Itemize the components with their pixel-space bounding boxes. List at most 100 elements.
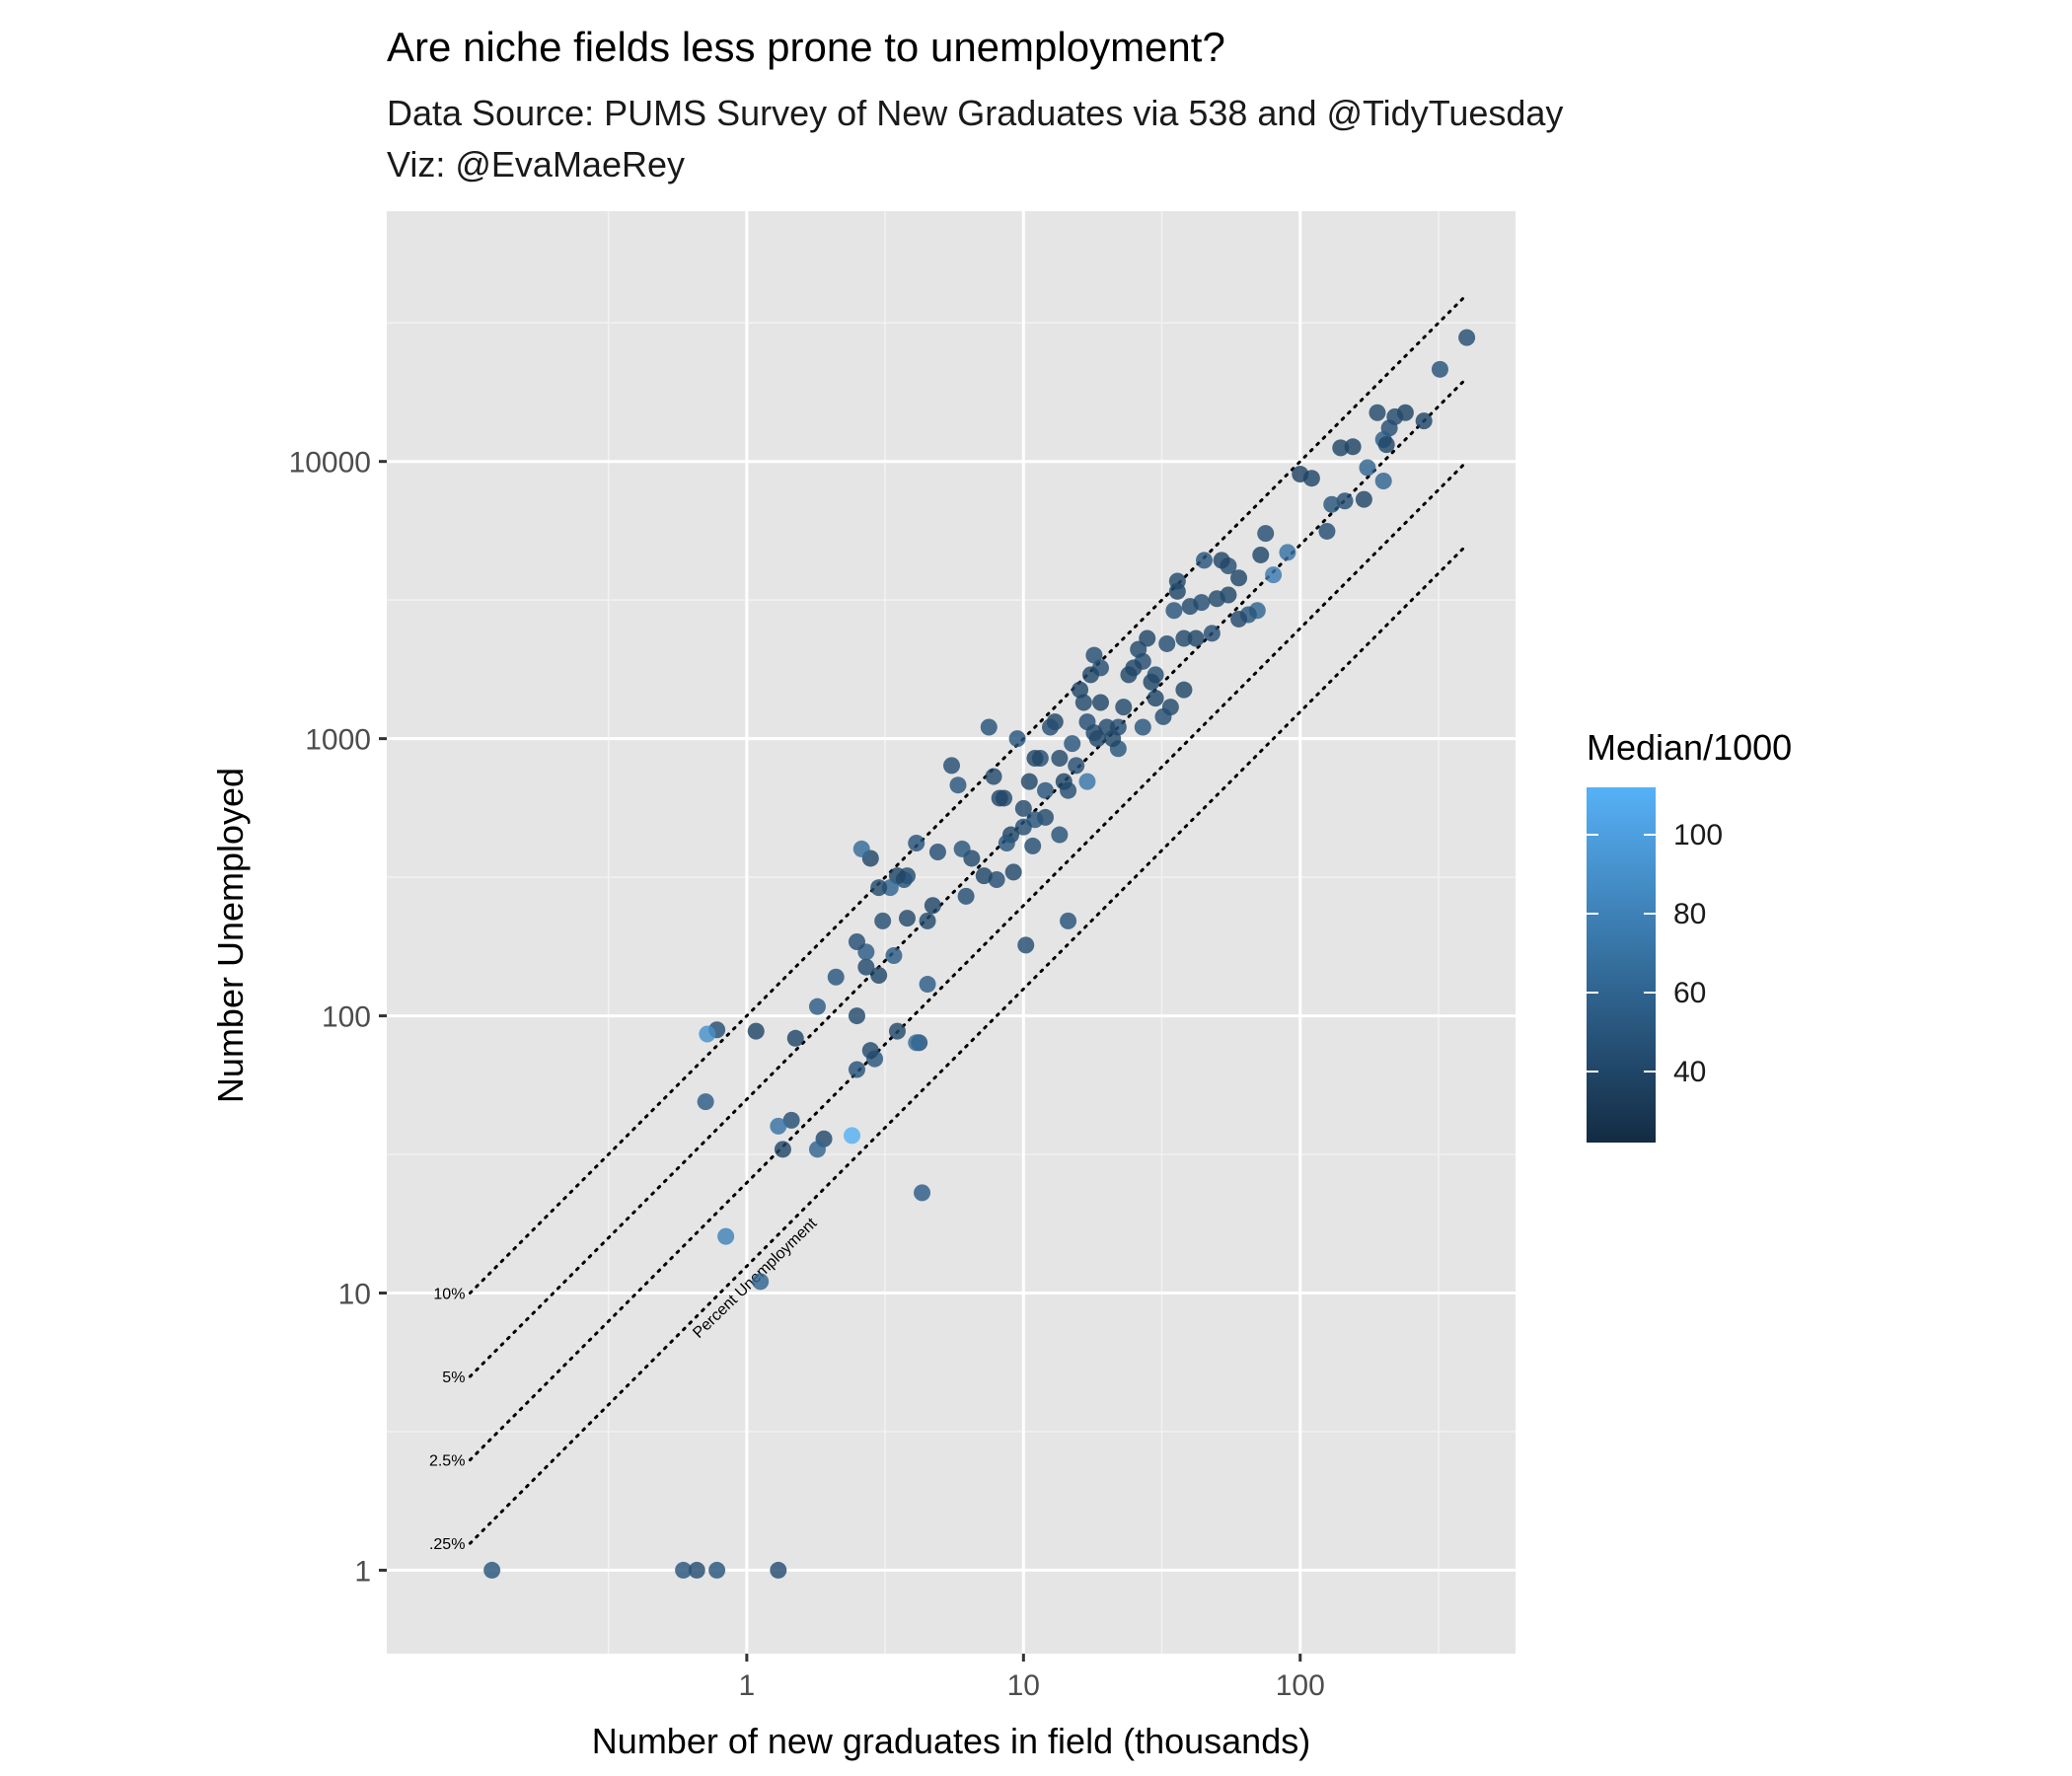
data-point <box>1230 610 1248 628</box>
data-point <box>1115 699 1133 716</box>
data-points <box>483 329 1476 1579</box>
data-point <box>770 1561 787 1579</box>
data-point <box>688 1561 705 1579</box>
data-point <box>1055 773 1073 790</box>
data-point <box>1344 438 1362 456</box>
x-tick-label: 100 <box>1276 1669 1325 1702</box>
data-point <box>1415 412 1433 430</box>
data-point <box>1064 735 1081 753</box>
data-point <box>1051 826 1069 844</box>
data-point <box>786 1029 804 1047</box>
data-point <box>1074 694 1092 711</box>
data-point <box>708 1561 726 1579</box>
data-point <box>888 1022 906 1040</box>
data-point <box>870 967 888 985</box>
data-point <box>848 933 865 951</box>
y-tick-label: 10000 <box>289 447 371 480</box>
data-point <box>980 718 998 736</box>
data-point <box>957 887 975 905</box>
axes: 1 10 100 1 10 100 1000 10000 <box>289 447 1325 1702</box>
data-point <box>782 1111 800 1129</box>
data-point <box>988 871 1005 889</box>
data-point <box>885 946 903 964</box>
data-point <box>908 834 925 851</box>
data-point <box>1332 439 1350 457</box>
data-point <box>1196 552 1214 569</box>
data-point <box>1187 629 1205 647</box>
data-point <box>752 1273 770 1291</box>
data-point <box>827 968 845 986</box>
data-point <box>1037 781 1055 799</box>
legend-tick-label: 80 <box>1673 898 1706 930</box>
data-point <box>943 757 961 775</box>
data-point <box>1026 749 1044 767</box>
data-point <box>949 777 967 794</box>
plot-panel <box>387 211 1516 1654</box>
data-point <box>1359 459 1376 477</box>
data-point <box>1154 707 1172 725</box>
y-tick-label: 10 <box>338 1279 371 1311</box>
data-point <box>1158 634 1176 652</box>
data-point <box>874 912 892 929</box>
data-point <box>1318 522 1336 540</box>
chart-title: Are niche fields less prone to unemploym… <box>387 24 1225 70</box>
data-point <box>857 958 875 976</box>
data-point <box>1134 718 1151 736</box>
data-point <box>1257 525 1275 543</box>
data-point <box>844 1127 861 1145</box>
data-point <box>1292 466 1309 483</box>
data-point <box>808 998 826 1015</box>
data-point <box>1377 436 1395 454</box>
data-point <box>717 1227 735 1245</box>
data-point <box>1213 552 1230 569</box>
data-point <box>953 840 971 857</box>
data-point <box>919 912 936 929</box>
data-point <box>1085 646 1103 664</box>
data-point <box>1081 666 1099 684</box>
data-point <box>1014 818 1032 836</box>
data-point <box>1252 546 1270 563</box>
reference-line-label: 2.5% <box>429 1453 465 1470</box>
data-point <box>852 840 870 857</box>
panel-background <box>387 211 1516 1654</box>
data-point <box>1130 640 1147 658</box>
data-point <box>1355 490 1372 508</box>
data-point <box>924 897 941 915</box>
data-point <box>975 867 993 885</box>
data-point <box>1017 936 1035 954</box>
data-point <box>1120 666 1138 684</box>
color-legend: Median/1000 40 60 80 100 <box>1587 727 1792 1143</box>
y-axis-title: Number Unemployed <box>210 768 251 1103</box>
legend-tick-label: 60 <box>1673 977 1706 1009</box>
data-point <box>1041 718 1059 736</box>
data-point <box>483 1561 501 1579</box>
legend-title: Median/1000 <box>1587 727 1792 768</box>
data-point <box>808 1141 826 1158</box>
data-point <box>1024 837 1042 854</box>
chart-subtitle-line-1: Data Source: PUMS Survey of New Graduate… <box>387 93 1563 133</box>
y-tick-label: 1 <box>354 1555 371 1588</box>
data-point <box>1374 473 1392 490</box>
data-point <box>1098 718 1116 736</box>
data-point <box>998 834 1015 851</box>
data-point <box>1203 625 1221 642</box>
data-point <box>1143 673 1160 691</box>
data-point <box>1168 572 1186 590</box>
data-point <box>985 768 1002 785</box>
reference-line-label: .25% <box>429 1536 465 1553</box>
data-point <box>1279 544 1296 561</box>
data-point <box>1068 757 1085 775</box>
reference-line-label: 10% <box>433 1287 465 1303</box>
data-point <box>1208 590 1225 608</box>
data-point <box>1008 730 1026 748</box>
data-point <box>770 1117 787 1135</box>
data-point <box>1431 360 1448 378</box>
data-point <box>870 879 888 897</box>
legend-tick-label: 40 <box>1673 1056 1706 1088</box>
legend-tick-label: 100 <box>1673 819 1723 851</box>
data-point <box>914 1184 931 1202</box>
legend-colorbar <box>1587 787 1656 1143</box>
data-point <box>697 1093 714 1111</box>
data-point <box>699 1025 716 1043</box>
